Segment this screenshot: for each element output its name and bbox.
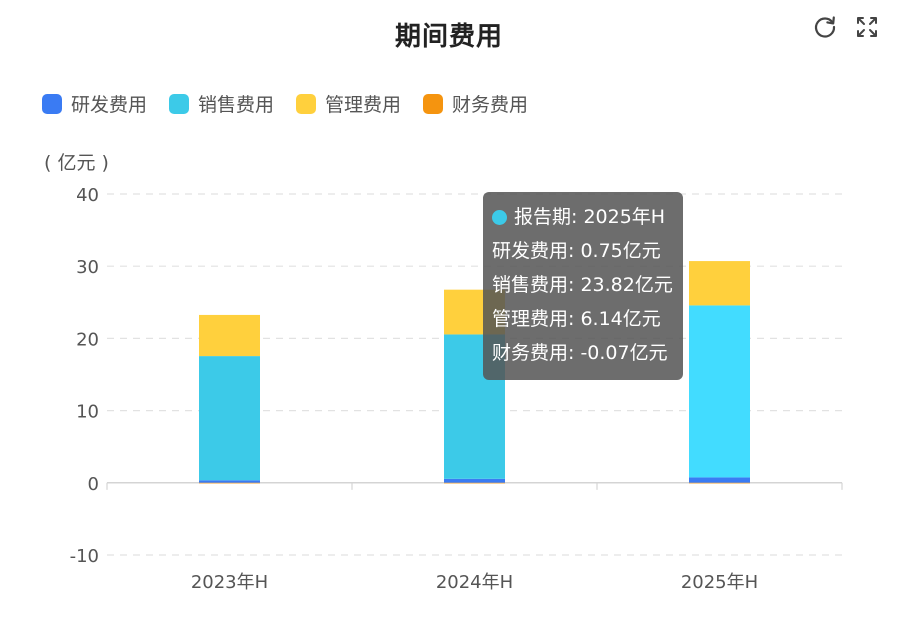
legend-item-admin[interactable]: 管理费用 [296, 90, 401, 117]
legend-item-finance[interactable]: 财务费用 [423, 90, 528, 117]
fullscreen-icon[interactable] [854, 14, 880, 40]
tooltip-line-finance: 财务费用: -0.07亿元 [492, 342, 668, 364]
chart-legend: 研发费用 销售费用 管理费用 财务费用 [42, 90, 528, 117]
bar-segment[interactable] [689, 261, 750, 306]
legend-label-sales: 销售费用 [198, 94, 275, 116]
x-tick-label: 2025年H [681, 572, 758, 593]
legend-item-sales[interactable]: 销售费用 [169, 90, 274, 117]
legend-swatch-admin [296, 93, 317, 114]
tooltip-header-row: 报告期: 2025年H [492, 200, 673, 234]
bar-segment[interactable] [199, 356, 260, 481]
tooltip-line-admin: 管理费用: 6.14亿元 [492, 308, 661, 330]
refresh-icon[interactable] [812, 14, 838, 40]
tooltip-header: 报告期: 2025年H [514, 206, 666, 228]
bar-segment[interactable] [689, 482, 750, 484]
y-tick-label: 20 [76, 329, 99, 350]
y-tick-label: -10 [70, 546, 99, 567]
legend-swatch-rd [42, 93, 62, 114]
chart-title: 期间费用 [394, 22, 503, 52]
bar-segment[interactable] [444, 478, 505, 483]
y-tick-label: 10 [76, 402, 99, 423]
legend-swatch-finance [423, 93, 444, 114]
legend-label-rd: 研发费用 [71, 94, 148, 116]
tooltip-series-dot [492, 209, 507, 225]
legend-swatch-sales [169, 93, 190, 114]
y-tick-label: 40 [76, 185, 99, 206]
toolbar [812, 14, 880, 40]
bar-segment[interactable] [689, 477, 750, 483]
chart-tooltip: 报告期: 2025年H 研发费用: 0.75亿元 销售费用: 23.82亿元 管… [483, 192, 683, 380]
tooltip-line-sales: 销售费用: 23.82亿元 [492, 274, 673, 296]
legend-label-finance: 财务费用 [452, 94, 529, 116]
x-tick-label: 2023年H [191, 572, 268, 593]
y-tick-label: 30 [76, 257, 99, 278]
bar-segment[interactable] [199, 480, 260, 483]
bar-segment[interactable] [689, 305, 750, 478]
tooltip-line-rd: 研发费用: 0.75亿元 [492, 240, 661, 262]
bar-segment[interactable] [444, 482, 505, 484]
legend-item-rd[interactable]: 研发费用 [42, 90, 147, 117]
y-axis-unit-label: ( 亿元 ) [44, 152, 109, 174]
legend-label-admin: 管理费用 [325, 94, 402, 116]
x-tick-label: 2024年H [436, 572, 513, 593]
bar-segment[interactable] [199, 482, 260, 484]
y-tick-label: 0 [88, 474, 99, 495]
bar-segment[interactable] [199, 314, 260, 357]
